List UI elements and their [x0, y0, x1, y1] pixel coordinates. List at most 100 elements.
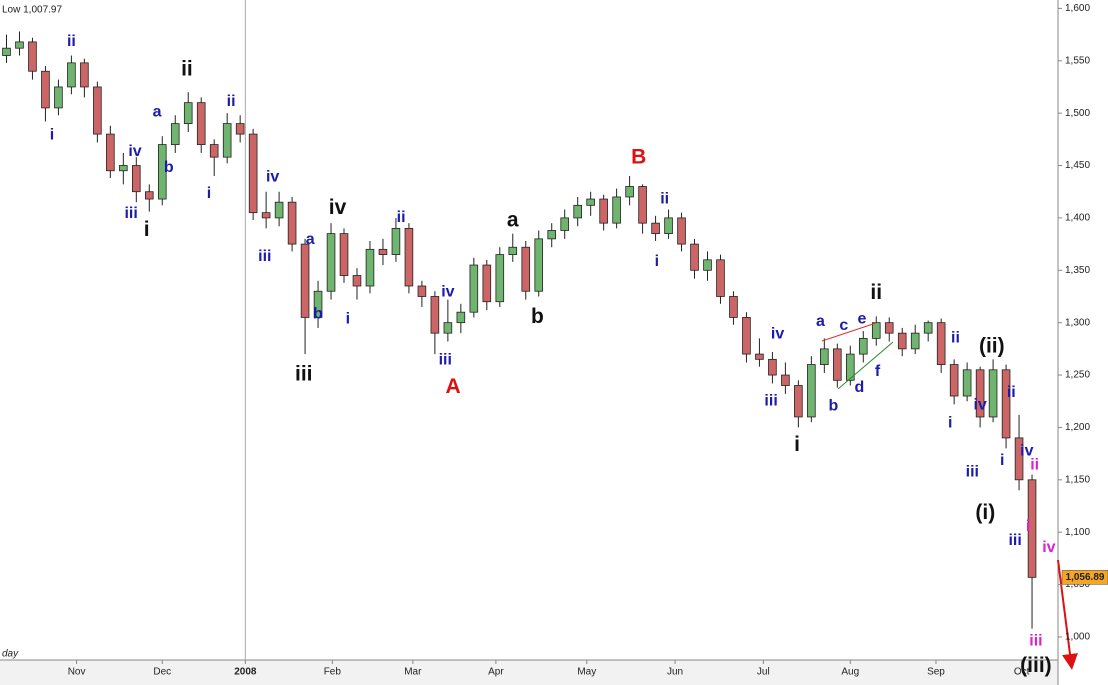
wave-label: d [854, 379, 864, 396]
candle-body [235, 123, 245, 135]
projection-arrow [1057, 559, 1078, 670]
candle-body [794, 385, 803, 418]
candle-body [196, 102, 206, 145]
candle-body [287, 201, 297, 245]
wave-label: b [164, 159, 174, 176]
y-tick-label: 1,100 [1065, 527, 1090, 538]
candle-body [871, 322, 881, 339]
wave-label: e [858, 311, 867, 328]
wave-label: iv [128, 143, 141, 160]
x-tick-label: Oct [1014, 667, 1030, 678]
candle-body [755, 353, 764, 360]
candle-body [391, 227, 401, 255]
y-tick-label: 1,500 [1065, 108, 1090, 119]
candle-body [625, 186, 634, 198]
candle-body [248, 133, 258, 214]
candle-body [495, 254, 505, 303]
candle-body [521, 246, 531, 292]
wave-label: i [655, 253, 659, 270]
candle-body [119, 165, 128, 172]
candle-body [300, 243, 310, 318]
trendline [837, 341, 894, 390]
x-tick-label: Feb [324, 667, 342, 678]
candle-body [67, 62, 76, 88]
wave-label: ii [870, 281, 882, 304]
wave-label: ii [1007, 384, 1016, 401]
x-tick-label: Sep [927, 667, 945, 678]
wave-label: iii [1008, 532, 1021, 549]
y-tick-label: 1,200 [1065, 422, 1090, 433]
wave-label: i [948, 414, 952, 431]
wave-label: ii [397, 209, 406, 226]
candle-body [612, 196, 621, 224]
wave-label: iii [966, 464, 979, 481]
wave-label: a [507, 209, 519, 232]
candle-body [534, 238, 544, 292]
candle-body [638, 186, 647, 224]
wave-label: (iii) [1020, 654, 1052, 677]
candle-body [274, 201, 284, 219]
wave-label: iv [441, 284, 454, 301]
wave-label: iii [764, 392, 777, 409]
candle-body [41, 70, 50, 109]
candle-body [1014, 437, 1024, 481]
y-tick-label: 1,550 [1065, 55, 1090, 66]
candle-body [703, 259, 712, 271]
candle-body [664, 217, 673, 235]
wave-label: iii [1029, 632, 1042, 649]
wave-label: ii [1030, 456, 1039, 473]
wave-label: i [207, 185, 211, 202]
candle-body [742, 317, 751, 355]
candle-body [586, 198, 595, 206]
candle-body [313, 290, 323, 318]
wave-label: (i) [975, 501, 995, 524]
candle-body [28, 41, 37, 72]
y-tick-label: 1,000 [1065, 632, 1090, 643]
candle-body [884, 322, 894, 334]
low-label: Low 1,007.97 [2, 5, 62, 16]
last-price-label: 1,056.89 [1066, 572, 1105, 583]
candle-body [988, 369, 998, 418]
candle-body [677, 217, 686, 245]
x-tick-label: Aug [841, 667, 859, 678]
x-tick-label: Dec [153, 667, 171, 678]
candle-body [326, 233, 336, 292]
y-tick-label: 1,600 [1065, 3, 1090, 14]
candle-body [352, 275, 362, 287]
x-tick-label: Mar [404, 667, 422, 678]
candle-body [456, 311, 466, 324]
candle-body [949, 364, 959, 397]
plot-area [2, 0, 1037, 660]
candle-body [560, 217, 569, 231]
x-tick-label: Jul [757, 667, 770, 678]
period-label: day [2, 649, 19, 660]
candle-body [93, 86, 102, 135]
x-axis-strip [0, 660, 1058, 685]
candle-body [846, 353, 855, 381]
wave-label: i [1026, 518, 1030, 535]
candle-body [261, 212, 271, 219]
wave-label: A [445, 375, 460, 398]
candle-body [222, 123, 232, 158]
candle-body [15, 41, 24, 49]
candle-body [936, 322, 946, 365]
candle-body [910, 332, 920, 350]
wave-label: ii [181, 58, 193, 81]
candle-body [157, 144, 167, 200]
x-tick-label: Nov [68, 667, 86, 678]
candle-body [651, 222, 660, 235]
wave-label: ii [67, 33, 76, 50]
wave-label: i [1000, 452, 1004, 469]
y-tick-label: 1,450 [1065, 160, 1090, 171]
wave-label: iv [1042, 539, 1055, 556]
wave-label: ii [660, 190, 669, 207]
candle-body [209, 144, 219, 158]
y-tick-label: 1,250 [1065, 370, 1090, 381]
candle-body [144, 191, 154, 200]
candle-body [54, 86, 63, 109]
candle-body [547, 230, 557, 240]
candle-body [132, 165, 141, 193]
candle-body [599, 198, 608, 224]
candle-body [417, 285, 427, 297]
